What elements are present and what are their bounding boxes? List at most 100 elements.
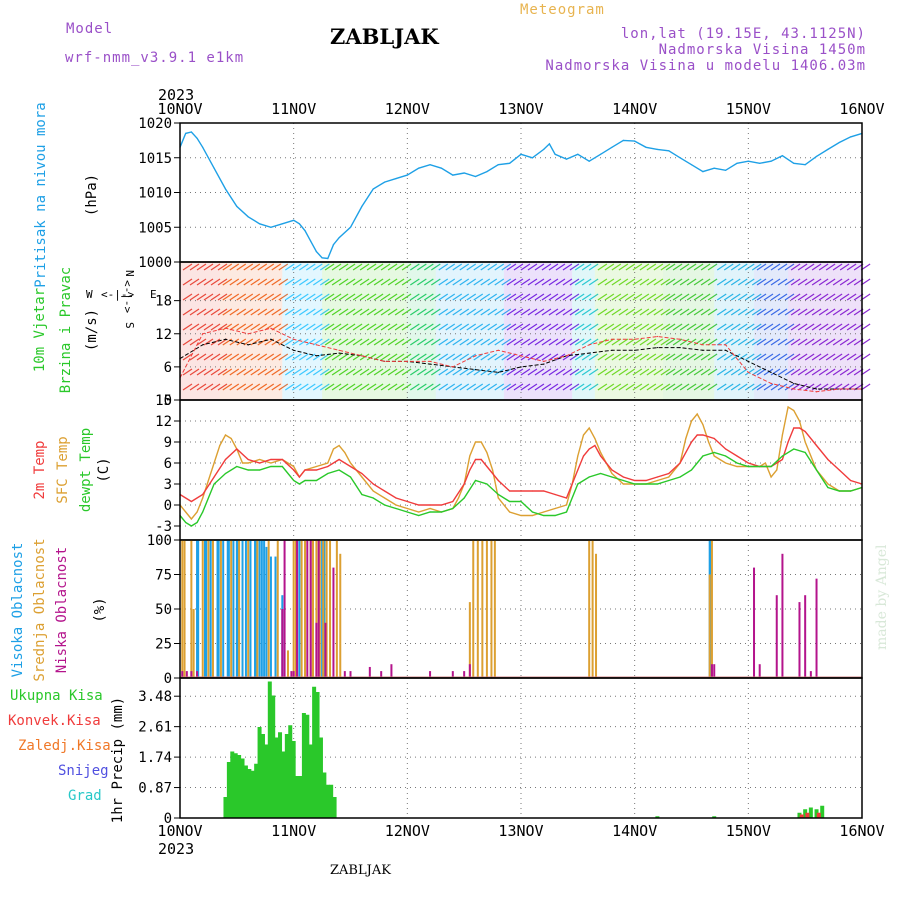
wind-barb: [763, 323, 774, 331]
wind-barb: [839, 278, 850, 286]
wind-barb: [410, 338, 420, 346]
wind-barb: [825, 293, 836, 301]
wind-barb: [459, 383, 470, 391]
wind-point: [634, 338, 636, 340]
wind-barb: [373, 338, 384, 346]
wind-barb: [452, 278, 463, 286]
temperature-point: [270, 465, 272, 468]
wind-barb: [604, 323, 615, 331]
wind-barb: [250, 263, 261, 271]
clouds-bar: [292, 540, 295, 678]
wind-barb: [639, 293, 650, 301]
wind-barb: [257, 383, 268, 391]
clouds-bar: [236, 540, 239, 678]
wind-point: [247, 344, 249, 346]
wind-barb: [790, 353, 801, 361]
wind-barb: [466, 368, 477, 376]
temperature-point: [531, 511, 533, 513]
wind-barb: [588, 323, 599, 331]
temperature-point: [804, 441, 806, 443]
precip-bar: [257, 727, 262, 818]
wind-barb: [686, 323, 697, 331]
pressure-point: [679, 157, 681, 159]
wind-barb: [770, 323, 781, 331]
wind-barb: [818, 308, 829, 316]
wind-barb: [387, 263, 398, 271]
wind-barb: [569, 293, 580, 301]
wind-barb: [520, 308, 531, 316]
wind-barb: [756, 338, 767, 346]
wind-barb: [319, 368, 330, 376]
top-date-label: 10NOV: [157, 100, 202, 118]
wind-barb: [679, 263, 690, 271]
wind-barb: [527, 323, 538, 331]
wind-barb: [625, 353, 636, 361]
wind-barb: [639, 308, 650, 316]
wind-barb: [257, 308, 268, 316]
wind-barb: [217, 368, 228, 376]
wind-barb: [417, 368, 427, 376]
temperature-point: [452, 500, 454, 503]
temperature-series-line: [179, 448, 863, 527]
wind-barb: [359, 338, 370, 346]
precip-bar: [712, 816, 717, 818]
temperature-point: [736, 465, 738, 468]
wind-barb: [229, 338, 240, 346]
wind-barb: [338, 353, 349, 361]
wind-barb: [312, 278, 323, 286]
wind-barb: [480, 338, 491, 346]
pressure-point: [247, 216, 249, 218]
wind-barb: [730, 338, 741, 346]
wind-barb: [555, 338, 566, 346]
wind-barb: [352, 308, 363, 316]
temperature-point: [713, 437, 715, 440]
wind-barb: [693, 278, 704, 286]
pressure-point: [440, 167, 443, 169]
temperature-point: [543, 511, 545, 513]
wind-barb: [672, 338, 683, 346]
pressure-point: [588, 160, 590, 162]
wind-barb: [506, 308, 517, 316]
wind-barb: [438, 353, 449, 361]
wind-barb: [312, 368, 323, 376]
wind-barb: [665, 368, 676, 376]
temperature-point: [656, 479, 659, 482]
wind-barb: [716, 353, 727, 361]
wind-barb: [284, 338, 295, 346]
clouds-bar: [429, 671, 432, 678]
wind-barb: [222, 323, 233, 331]
wind-barb: [229, 323, 240, 331]
temperature-point: [224, 472, 227, 475]
wind-barb: [373, 308, 384, 316]
temperature-point: [270, 462, 272, 464]
wind-barb: [222, 368, 233, 376]
wind-point: [815, 388, 818, 390]
temperature-point: [725, 455, 727, 457]
precip-bar: [305, 714, 310, 818]
wind-point: [656, 335, 659, 338]
wind-barb: [693, 383, 704, 391]
wind-barb: [271, 353, 282, 361]
wind-point: [520, 366, 522, 368]
wind-barb: [716, 338, 727, 346]
wind-barb: [625, 323, 636, 331]
wind-barb: [541, 263, 552, 271]
clouds-bar: [481, 540, 484, 678]
wind-barb: [501, 278, 512, 286]
precip-bar: [329, 784, 334, 818]
wind-barb: [250, 323, 261, 331]
wind-barb: [394, 383, 405, 391]
wind-barb: [588, 293, 599, 301]
temperature-point: [781, 458, 784, 461]
temperature-point: [787, 406, 789, 408]
clouds-bar: [306, 540, 309, 678]
wind-barb: [660, 368, 671, 376]
y-tick-label: 3.48: [138, 689, 172, 705]
wind-barb: [243, 323, 254, 331]
wind-barb: [569, 323, 580, 331]
temperature-point: [696, 413, 698, 415]
wind-barb: [345, 293, 356, 301]
y-tick-label: 75: [155, 568, 172, 584]
wind-barb: [431, 353, 441, 361]
temperature-point: [247, 462, 249, 464]
